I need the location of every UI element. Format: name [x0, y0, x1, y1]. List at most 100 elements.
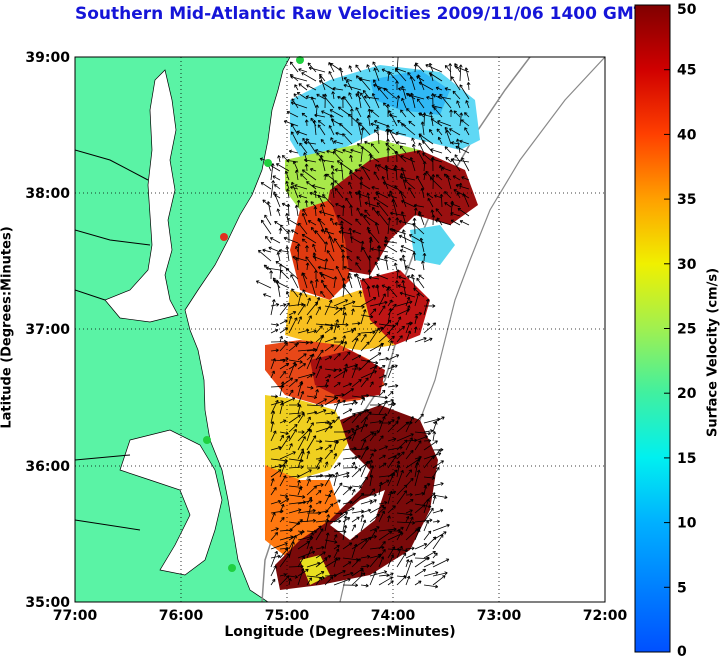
velocity-vector — [405, 575, 411, 586]
velocity-vector — [342, 571, 354, 577]
velocity-vector — [342, 351, 351, 361]
velocity-vector — [432, 466, 440, 478]
velocity-vector — [279, 303, 287, 307]
velocity-vector — [270, 532, 279, 541]
velocity-vector — [335, 131, 344, 136]
x-tick-label: 72:00 — [583, 608, 628, 624]
velocity-vector — [324, 419, 335, 433]
velocity-vector — [414, 337, 427, 343]
velocity-vector — [306, 84, 317, 91]
velocity-vector — [324, 532, 330, 550]
velocity-vector — [333, 399, 341, 415]
velocity-vector — [378, 400, 388, 415]
velocity-vector — [268, 246, 281, 253]
velocity-vector — [351, 364, 358, 379]
velocity-vector — [333, 482, 343, 496]
velocity-vector — [288, 361, 297, 379]
velocity-vector — [342, 306, 346, 316]
velocity-vector — [333, 299, 349, 307]
velocity-vector — [432, 448, 441, 460]
velocity-vector — [306, 478, 311, 487]
velocity-vector — [279, 451, 296, 460]
velocity-vector — [396, 530, 403, 541]
velocity-vector — [289, 61, 299, 73]
velocity-vector — [285, 267, 299, 280]
velocity-vector — [360, 370, 377, 379]
velocity-vector — [342, 474, 350, 479]
velocity-vector — [330, 182, 335, 199]
velocity-vector — [277, 155, 281, 163]
velocity-vector — [401, 229, 407, 244]
y-tick-label: 37:00 — [25, 322, 70, 338]
velocity-vector — [315, 525, 322, 532]
pamlico-sound — [119, 429, 223, 576]
velocity-vector — [288, 414, 301, 424]
velocity-vector — [454, 63, 461, 73]
velocity-vector — [306, 435, 317, 451]
velocity-vector — [425, 64, 443, 73]
velocity-vector — [405, 552, 416, 559]
velocity-vector — [306, 429, 313, 442]
velocity-vector — [324, 344, 335, 352]
velocity-vector — [370, 109, 380, 118]
colorbar-tick-label: 30 — [677, 257, 697, 273]
velocity-vector — [396, 451, 405, 460]
velocity-vector — [369, 327, 380, 343]
velocity-vector — [432, 494, 448, 500]
velocity-vector — [286, 203, 291, 217]
velocity-vector — [351, 572, 366, 586]
velocity-vector — [306, 485, 317, 496]
velocity-vector — [399, 249, 407, 253]
velocity-vector — [423, 482, 431, 487]
velocity-vector — [270, 550, 278, 568]
x-tick-labels: 77:00 76:00 75:00 74:00 73:00 72:00 — [53, 608, 628, 624]
velocity-vector — [370, 155, 380, 163]
velocity-vector — [316, 93, 326, 100]
velocity-vector — [351, 332, 361, 343]
velocity-vector — [387, 420, 399, 433]
velocity-vector — [299, 142, 308, 154]
velocity-vector — [306, 340, 314, 345]
velocity-vector — [352, 229, 362, 235]
velocity-vector — [306, 546, 313, 559]
velocity-vector — [414, 292, 420, 307]
velocity-vector — [333, 368, 342, 372]
velocity-vector — [413, 326, 418, 334]
velocity-vector — [360, 508, 372, 514]
velocity-vector — [286, 158, 299, 163]
velocity-vector — [459, 84, 470, 100]
velocity-vector — [324, 355, 333, 361]
velocity-vector — [416, 277, 425, 289]
velocity-vector — [288, 424, 298, 433]
velocity-vector — [310, 96, 317, 109]
map-title: Southern Mid-Atlantic Raw Velocities 200… — [75, 4, 646, 24]
velocity-vector — [270, 421, 275, 433]
velocity-vector — [333, 557, 338, 568]
velocity-vector — [456, 192, 461, 199]
velocity-vector — [263, 293, 272, 298]
velocity-vector — [270, 358, 276, 370]
velocity-vector — [306, 315, 312, 325]
velocity-vector — [324, 519, 342, 524]
velocity-vector — [417, 150, 425, 163]
velocity-vector — [375, 125, 380, 145]
velocity-vector — [342, 515, 348, 532]
velocity-vector — [296, 199, 301, 208]
velocity-vector — [351, 468, 362, 478]
velocity-vector — [434, 218, 452, 226]
velocity-vector — [350, 236, 362, 244]
colorbar-tick-label: 15 — [677, 451, 696, 467]
velocity-vector — [432, 571, 448, 577]
velocity-vector — [306, 577, 312, 586]
velocity-vector — [431, 214, 436, 226]
velocity-vector — [358, 290, 363, 298]
velocity-vector — [270, 430, 277, 442]
velocity-vector — [308, 66, 326, 73]
velocity-vector — [432, 416, 445, 424]
velocity-vector — [387, 401, 395, 415]
velocity-vector — [405, 516, 410, 523]
velocity-vector — [450, 212, 461, 217]
velocity-vector — [306, 395, 318, 400]
velocity-vector — [387, 455, 397, 469]
velocity-vector — [270, 302, 280, 307]
